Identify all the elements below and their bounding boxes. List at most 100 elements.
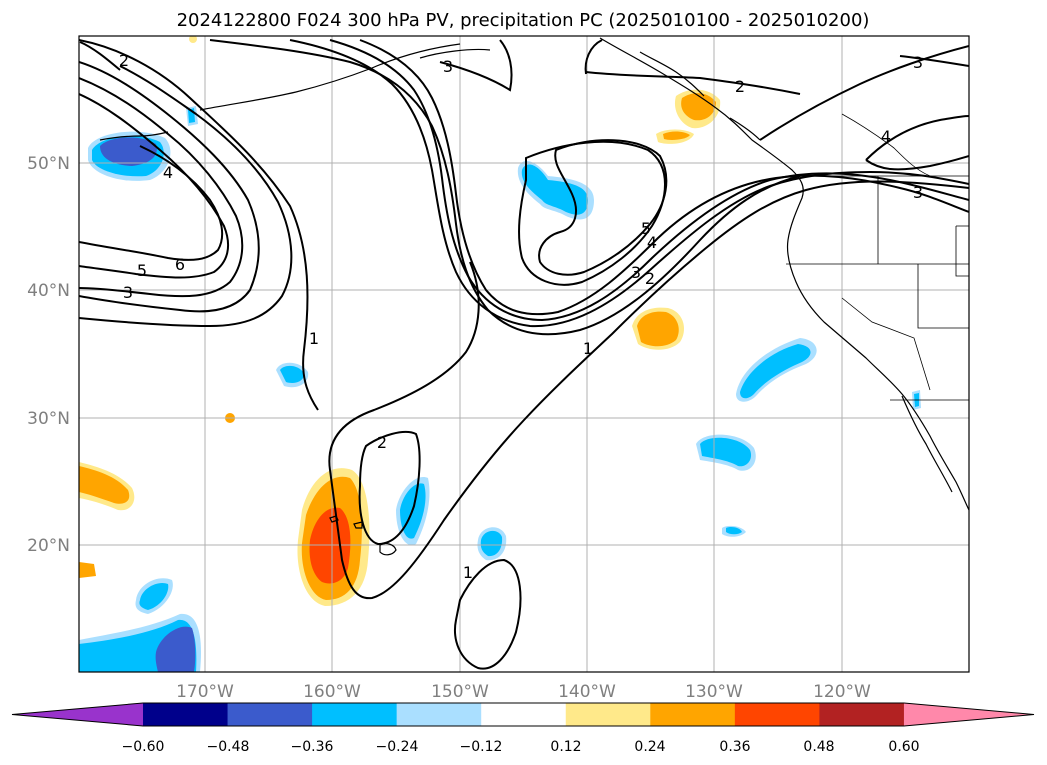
colorbar-segment [819,703,905,726]
contour-label: 4 [163,163,173,182]
coastline [599,37,969,511]
neg-precip-area [726,527,742,535]
contour-label: 2 [119,51,129,70]
neg-precip-area [155,626,196,672]
pv-contour-line [865,155,969,171]
pv-contour-line [358,430,421,546]
coastline [639,51,705,97]
neg-precip-area [521,164,588,215]
colorbar-tick-label: −0.60 [122,739,165,755]
colorbar-segment [565,703,651,726]
contour-label: 5 [641,219,651,238]
lon-label: 160°W [303,682,361,702]
pos-precip-area [79,466,130,504]
colorbar-segment [143,703,229,726]
contour-label: 5 [137,261,147,280]
lon-label: 130°W [685,682,743,702]
pos-precip-area [189,36,197,43]
colorbar-ticks: −0.60 −0.48 −0.36 −0.24 −0.12 0.12 0.24 … [122,739,920,755]
coastline [901,395,953,493]
colorbar-extend-min [12,703,143,726]
pv-contour-line [584,39,603,75]
contour-label: 4 [647,233,657,252]
contour-label: 3 [123,283,133,302]
pos-precip-area [663,131,690,140]
pv-contour-line [538,139,668,276]
neg-precip-area [280,365,305,383]
neg-precip-area [700,437,752,467]
colorbar-tick-label: 0.60 [888,739,919,755]
lon-label: 170°W [176,682,234,702]
pos-precip-area [309,507,351,584]
pv-contour-line [899,55,969,67]
colorbar-tick-label: 0.24 [634,739,665,755]
colorbar-segment [396,703,482,726]
colorbar-segment [734,703,820,726]
contour-label: 4 [881,127,891,146]
colorbar-segment [227,703,313,726]
contour-label: 2 [377,433,387,452]
coastline [419,48,491,59]
neg-precip-area [740,344,811,399]
pv-contour-line [79,77,244,298]
neg-precip-area [480,530,503,557]
colorbar-tick-label: −0.12 [460,739,503,755]
colorbar-segment [312,703,398,726]
colorbar-outline [11,702,1035,727]
pv-contour-line [79,93,230,279]
longitude-labels: 170°W 160°W 150°W 140°W 130°W 120°W [176,682,871,702]
latitude-labels: 50°N 40°N 30°N 20°N [27,154,70,556]
contour-label: 2 [735,77,745,96]
colorbar-tick-label: −0.48 [207,739,250,755]
contour-label: 3 [631,263,641,282]
neg-precip-area [139,582,169,610]
colorbar-extend-max [903,703,1034,726]
border-line [841,297,931,391]
pv-contour-line [79,65,293,328]
contour-label: 1 [583,339,593,358]
colorbar-tick-label: 0.48 [803,739,834,755]
pv-contour-line [79,61,260,313]
lat-label: 50°N [27,154,70,174]
coastline [729,117,761,141]
map-background [79,36,969,672]
lon-label: 140°W [558,682,616,702]
lon-label: 150°W [431,682,489,702]
lon-label: 120°W [813,682,871,702]
pv-contour-line [79,39,319,411]
pv-contour-line [359,39,969,316]
pv-contour-line [759,45,969,141]
colorbar-tick-label: 0.12 [550,739,581,755]
coastline [199,43,461,111]
lat-label: 30°N [27,409,70,429]
gridlines [79,36,969,672]
coastlines [99,37,969,556]
contour-label: 3 [913,53,923,72]
border-line [841,113,931,177]
colorbar-segment [481,703,567,726]
colorbar-segment [650,703,736,726]
colorbar-tick-label: 0.36 [719,739,750,755]
pv-contour-line [585,71,801,95]
border-line [917,264,969,329]
pv-contour-line [329,39,969,322]
coastline [329,515,339,523]
map-panel: 2 3 4 6 5 3 1 5 4 3 2 1 2 1 2 4 3 3 [27,35,970,702]
border-line [955,225,969,277]
lat-label: 20°N [27,536,70,556]
contour-label: 6 [175,255,185,274]
colorbar: −0.60 −0.48 −0.36 −0.24 −0.12 0.12 0.24 … [11,702,1035,755]
contour-label: 1 [309,329,319,348]
coastline [99,131,169,141]
neg-precip-area [100,137,157,166]
pos-precip-area [79,562,96,578]
colorbar-tick-label: −0.36 [291,739,334,755]
pv-contours [79,39,969,670]
coastline [353,521,363,529]
contour-label: 3 [913,183,923,202]
lat-label: 40°N [27,281,70,301]
pos-precip-area [637,311,679,347]
colorbar-segments [11,702,1035,727]
pv-contour-line [439,39,513,92]
